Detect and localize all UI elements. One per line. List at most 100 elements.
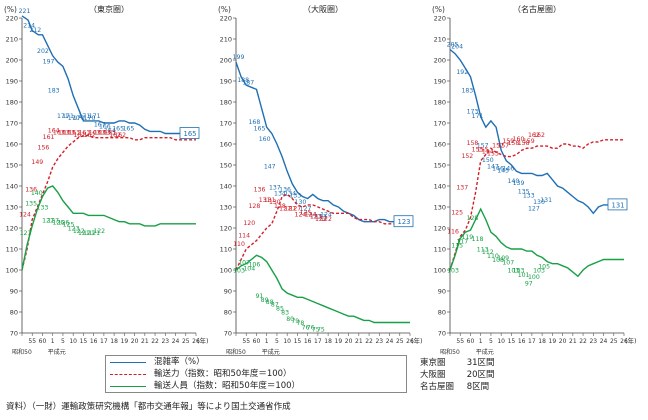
data-label-capacity: 154	[482, 149, 494, 156]
section-count-row: 大阪圏 20区間	[420, 369, 495, 381]
data-label-capacity: 127	[289, 205, 301, 212]
data-label-congestion: 147	[264, 163, 276, 170]
data-label-congestion: 168	[248, 119, 260, 126]
data-label-congestion: 170	[84, 115, 96, 122]
data-label-capacity: 152	[461, 153, 473, 160]
data-label-passengers: 121	[78, 230, 90, 237]
data-label-congestion: 173	[467, 109, 479, 116]
y-tick-label: 80	[10, 309, 18, 317]
y-tick-label: 90	[438, 288, 446, 296]
y-tick-label: 200	[6, 57, 18, 65]
data-label-capacity: 136	[25, 186, 37, 193]
data-label-passengers: 107	[502, 259, 514, 266]
data-label-capacity: 114	[238, 233, 250, 240]
x-tick-label: 25	[396, 338, 404, 345]
data-label-capacity: 163	[78, 130, 90, 137]
data-label-congestion: 197	[43, 58, 55, 65]
end-value-box	[393, 215, 414, 228]
x-tick-label: 1	[265, 338, 269, 345]
data-label-congestion: 171	[89, 113, 101, 120]
data-label-capacity: 162	[533, 132, 545, 139]
data-label-passengers: 101	[518, 272, 530, 279]
data-label-congestion: 140	[508, 178, 520, 185]
data-label-capacity: 125	[451, 210, 463, 217]
data-label-passengers: 83	[281, 310, 289, 317]
data-label-capacity: 163	[63, 130, 75, 137]
x-tick-label: 17	[100, 338, 108, 345]
data-label-capacity: 127	[284, 205, 296, 212]
data-label-passengers: 127	[42, 217, 54, 224]
legend-label-capacity: 輸送力（指数：昭和50年度＝100）	[154, 369, 292, 379]
data-label-capacity: 159	[502, 138, 514, 145]
data-label-capacity: 163	[99, 130, 111, 137]
end-value-label: 165	[184, 130, 197, 138]
x-tick-label: 60	[253, 338, 261, 345]
data-label-congestion: 188	[237, 77, 249, 84]
data-label-capacity: 159	[523, 138, 535, 145]
section-count-region: 名古屋圏	[420, 382, 455, 392]
data-label-congestion: 146	[502, 165, 514, 172]
y-unit-label: (%)	[432, 5, 445, 14]
data-label-passengers: 103	[233, 268, 245, 275]
end-value-label: 123	[398, 218, 411, 226]
data-label-passengers: 110	[487, 253, 499, 260]
x-tick-label: 19	[335, 338, 343, 345]
data-label-congestion: 131	[540, 197, 552, 204]
data-label-passengers: 119	[461, 234, 473, 241]
legend-label-passengers: 輸送人員（指数：昭和50年度＝100）	[154, 381, 301, 391]
data-label-passengers: 128	[467, 215, 479, 222]
y-tick-label: 180	[434, 99, 446, 107]
data-label-capacity: 163	[68, 130, 80, 137]
data-label-congestion: 221	[19, 8, 31, 15]
y-tick-label: 120	[6, 225, 18, 233]
legend-swatch-passengers	[110, 386, 146, 387]
data-label-congestion: 137	[269, 184, 281, 191]
chart-panel-0: (%) （東京圏）70809010011012013014015016017018…	[4, 4, 209, 356]
data-label-capacity: 163	[58, 130, 70, 137]
x-tick-label: 15	[80, 338, 88, 345]
x-tick-label: 5	[489, 338, 493, 345]
x-tick-label: 10	[497, 338, 505, 345]
x-tick-label: 10	[283, 338, 291, 345]
data-label-congestion: 146	[492, 165, 504, 172]
data-label-congestion: 123	[310, 214, 322, 221]
data-label-congestion: 192	[456, 69, 468, 76]
data-label-capacity: 157	[497, 142, 509, 149]
data-label-congestion: 202	[37, 48, 49, 55]
panel-title: （東京圏）	[89, 4, 129, 14]
x-tick-label: 16	[518, 338, 526, 345]
data-label-capacity: 122	[315, 216, 327, 223]
x-tick-label: 20	[345, 338, 353, 345]
series-line-congestion	[449, 48, 624, 215]
data-label-capacity: 116	[447, 228, 459, 235]
data-label-passengers: 103	[508, 268, 520, 275]
x-tick-label: 23	[589, 338, 597, 345]
data-label-capacity: 128	[274, 203, 286, 210]
data-label-congestion: 170	[73, 115, 85, 122]
data-label-passengers: 107	[238, 259, 250, 266]
data-label-passengers: 100	[528, 274, 540, 281]
data-label-capacity: 124	[19, 212, 31, 219]
data-label-capacity: 124	[295, 212, 307, 219]
data-label-passengers: 115	[451, 243, 463, 250]
section-count-value: 8区間	[466, 382, 490, 392]
x-tick-label: 55	[28, 338, 36, 345]
data-label-passengers: 108	[492, 257, 504, 264]
x-tick-label: 16	[90, 338, 98, 345]
data-label-passengers: 89	[261, 297, 269, 304]
x-tick-label: 22	[151, 338, 159, 345]
y-tick-label: 100	[434, 267, 446, 275]
y-tick-label: 200	[434, 57, 446, 65]
y-tick-label: 70	[438, 330, 446, 338]
data-label-passengers: 76	[307, 324, 315, 331]
y-tick-label: 220	[434, 15, 446, 23]
data-label-passengers: 76	[302, 324, 310, 331]
series-line-congestion	[235, 61, 410, 223]
data-label-congestion: 133	[289, 193, 301, 200]
x-tick-label: 24	[172, 338, 180, 345]
data-label-capacity: 163	[89, 130, 101, 137]
y-tick-label: 160	[434, 141, 446, 149]
x-tick-label: 1	[479, 338, 483, 345]
x-tick-label: 22	[365, 338, 373, 345]
data-label-passengers: 103	[533, 268, 545, 275]
